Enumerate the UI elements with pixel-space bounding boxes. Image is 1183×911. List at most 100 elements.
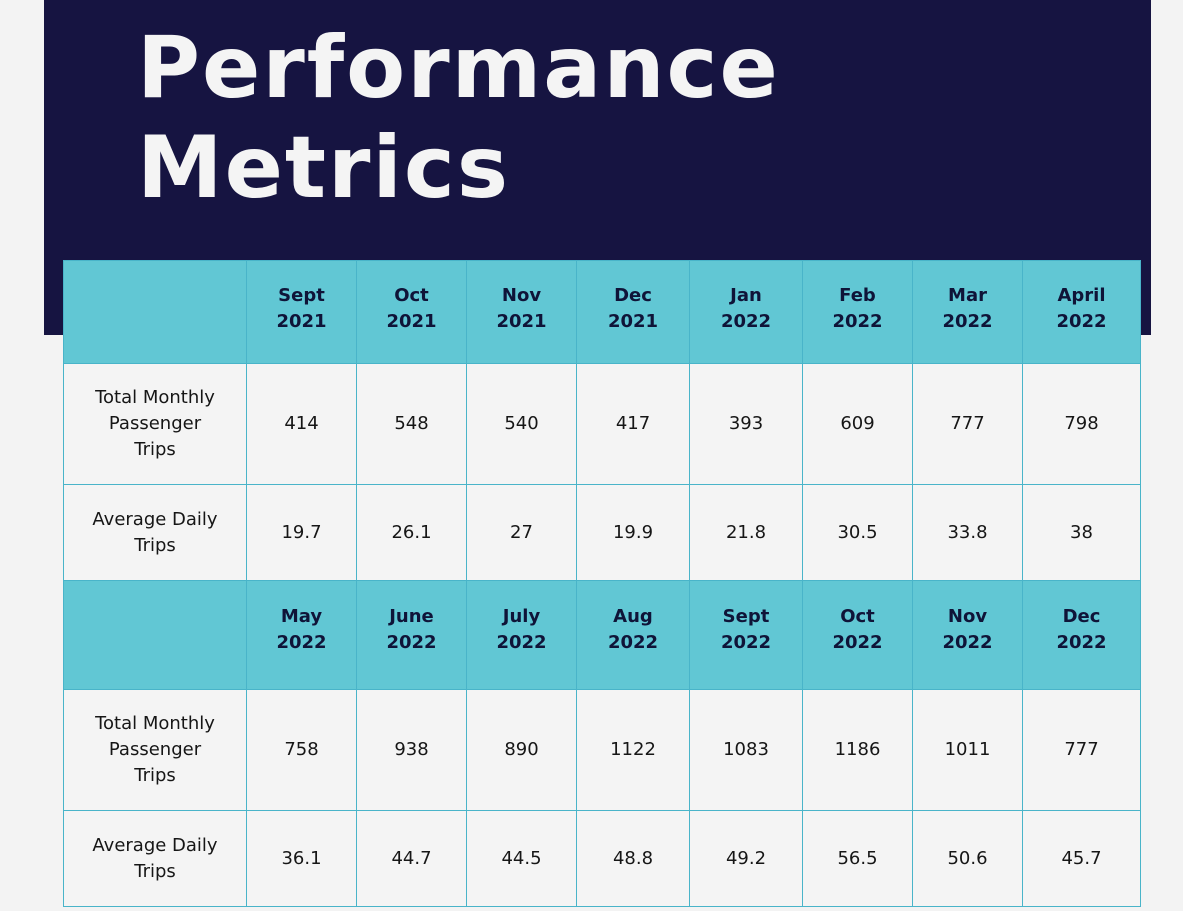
row-label-line: Average Daily [92,834,218,856]
value-cell: 27 [466,484,577,581]
month-year: 2022 [832,632,883,653]
value-cell: 777 [912,363,1023,485]
value-cell: 33.8 [912,484,1023,581]
value-cell: 38 [1022,484,1141,581]
month-name: April [1057,285,1106,306]
month-name: Dec [1062,606,1101,627]
month-name: June [389,606,434,627]
row-label-cell: Total Monthly Passenger Trips [63,689,247,811]
month-header-cell: Mar 2022 [912,260,1023,364]
average-daily-trips-row: Average Daily Trips 19.7 26.1 27 19.9 21… [63,484,1141,581]
value-cell: 45.7 [1022,810,1141,907]
row-label-line: Average Daily [92,508,218,530]
month-header-cell: Aug 2022 [576,580,690,690]
page-title: Performance Metrics [137,18,780,218]
performance-metrics-table: Sept 2021 Oct 2021 Nov 2021 Dec 2021 Jan… [63,260,1141,907]
month-name: May [280,606,323,627]
value-cell: 1011 [912,689,1023,811]
month-header-cell: Oct 2021 [356,260,467,364]
value-cell: 938 [356,689,467,811]
month-name: Sept [722,606,770,627]
row-label-cell: Total Monthly Passenger Trips [63,363,247,485]
row-label-line: Trips [134,765,176,786]
month-year: 2021 [496,311,547,332]
value-cell: 21.8 [689,484,803,581]
value-cell: 44.5 [466,810,577,907]
month-name: Feb [839,285,876,306]
row-label-line: Passenger [108,739,202,760]
value-cell: 540 [466,363,577,485]
average-daily-trips-row: Average Daily Trips 36.1 44.7 44.5 48.8 … [63,810,1141,907]
month-name: Dec [614,285,652,306]
month-year: 2022 [1056,311,1107,332]
month-header-cell: Sept 2021 [246,260,357,364]
value-cell: 1122 [576,689,690,811]
month-year: 2022 [386,632,437,653]
row-label-line: Trips [134,439,176,460]
month-year: 2021 [276,311,327,332]
month-header-cell: Feb 2022 [802,260,913,364]
value-cell: 19.9 [576,484,690,581]
value-cell: 19.7 [246,484,357,581]
value-cell: 417 [576,363,690,485]
value-cell: 798 [1022,363,1141,485]
month-header-cell: Jan 2022 [689,260,803,364]
row-label-cell: Average Daily Trips [63,810,247,907]
month-year: 2022 [720,311,772,332]
value-cell: 393 [689,363,803,485]
month-name: Oct [394,285,429,306]
value-cell: 56.5 [802,810,913,907]
row-label-line: Passenger [108,413,202,434]
row-label-line: Trips [134,534,176,556]
value-cell: 609 [802,363,913,485]
row-label-cell: Average Daily Trips [63,484,247,581]
month-name: Sept [278,285,325,306]
value-cell: 1186 [802,689,913,811]
month-name: July [502,606,541,627]
month-year: 2022 [607,632,659,653]
month-name: Aug [613,606,653,627]
month-year: 2022 [1056,632,1107,653]
month-header-cell: Dec 2021 [576,260,690,364]
month-header-cell: Oct 2022 [802,580,913,690]
value-cell: 44.7 [356,810,467,907]
month-name: Nov [947,606,988,627]
month-year: 2022 [942,632,993,653]
value-cell: 26.1 [356,484,467,581]
page-title-line-2: Metrics [137,118,511,218]
month-name: Jan [730,285,762,306]
value-cell: 49.2 [689,810,803,907]
month-name: Oct [840,606,875,627]
month-header-cell: Nov 2021 [466,260,577,364]
month-header-row: Sept 2021 Oct 2021 Nov 2021 Dec 2021 Jan… [63,260,1141,364]
row-label-line: Total Monthly [95,387,215,408]
value-cell: 48.8 [576,810,690,907]
value-cell: 777 [1022,689,1141,811]
row-label-line: Total Monthly [95,713,215,734]
total-monthly-trips-row: Total Monthly Passenger Trips 758 938 89… [63,689,1141,811]
value-cell: 758 [246,689,357,811]
month-header-cell: Nov 2022 [912,580,1023,690]
month-name: Mar [948,285,987,306]
value-cell: 1083 [689,689,803,811]
row-label-line: Trips [134,860,176,882]
month-header-cell: Dec 2022 [1022,580,1141,690]
month-header-cell: April 2022 [1022,260,1141,364]
value-cell: 548 [356,363,467,485]
month-header-cell: May 2022 [246,580,357,690]
month-year: 2022 [276,632,327,653]
value-cell: 36.1 [246,810,357,907]
month-name: Nov [501,285,542,306]
value-cell: 414 [246,363,357,485]
value-cell: 890 [466,689,577,811]
month-year: 2022 [942,311,993,332]
month-header-cell: June 2022 [356,580,467,690]
month-header-row: May 2022 June 2022 July 2022 Aug 2022 Se… [63,580,1141,690]
header-corner-cell [63,580,247,690]
header-corner-cell [63,260,247,364]
month-year: 2021 [386,311,437,332]
value-cell: 30.5 [802,484,913,581]
month-header-cell: July 2022 [466,580,577,690]
month-year: 2022 [720,632,772,653]
month-header-cell: Sept 2022 [689,580,803,690]
